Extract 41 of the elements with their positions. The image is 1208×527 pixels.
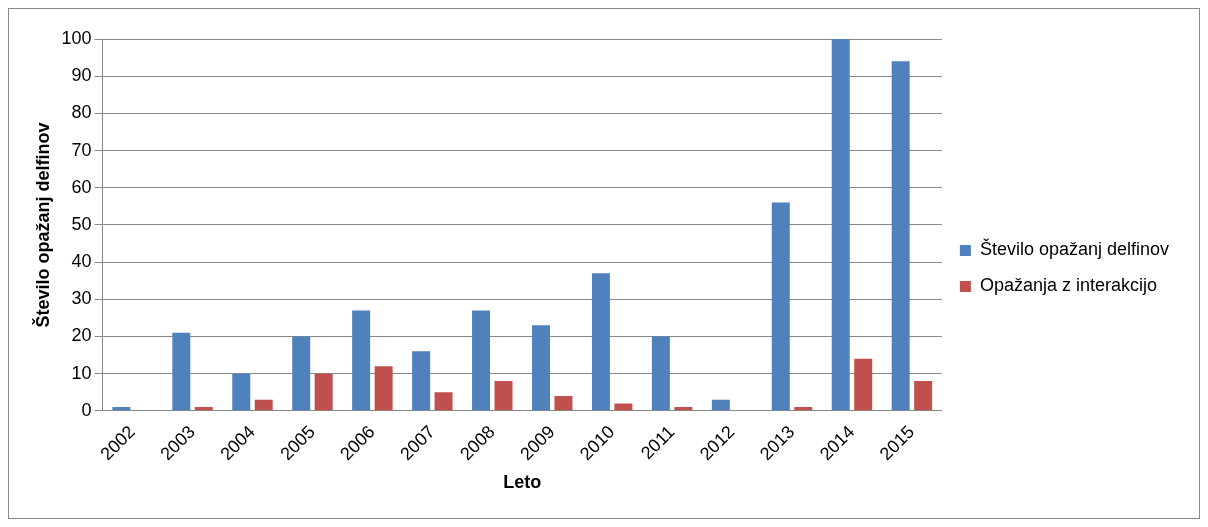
- bar: [554, 395, 573, 411]
- bar: [314, 373, 333, 411]
- legend-label: Opažanja z interakcijo: [979, 275, 1157, 296]
- bar: [771, 202, 790, 411]
- y-tick-label: 60: [71, 176, 92, 197]
- bar: [472, 310, 491, 411]
- bar: [494, 381, 513, 411]
- bar: [614, 403, 633, 411]
- bar: [352, 310, 371, 411]
- bar: [711, 399, 730, 411]
- legend-label: Število opažanj delfinov: [979, 238, 1169, 260]
- x-axis-title: Leto: [503, 472, 542, 493]
- bar: [374, 366, 393, 411]
- y-tick-label: 10: [71, 362, 92, 383]
- bar: [914, 381, 933, 411]
- bar: [591, 273, 610, 411]
- y-tick-label: 0: [81, 399, 92, 420]
- y-tick-label: 80: [71, 102, 92, 123]
- y-tick-label: 40: [71, 251, 92, 272]
- bar: [112, 407, 131, 411]
- bar: [194, 407, 213, 411]
- bar: [891, 61, 910, 411]
- bar: [254, 399, 273, 411]
- y-tick-label: 30: [71, 288, 92, 309]
- y-tick-label: 20: [71, 325, 92, 346]
- bar: [854, 358, 873, 411]
- y-tick-label: 90: [71, 65, 92, 86]
- y-axis-title: Število opažanj delfinov: [31, 122, 53, 328]
- bar: [532, 325, 550, 411]
- y-tick-label: 50: [71, 213, 92, 234]
- bar: [794, 407, 813, 411]
- bar: [674, 407, 693, 411]
- bar: [412, 351, 431, 411]
- bar: [651, 336, 670, 411]
- bar: [172, 332, 191, 411]
- y-tick-label: 70: [71, 139, 92, 160]
- bar: [232, 373, 251, 411]
- y-tick-label: 100: [61, 27, 92, 48]
- bar: [292, 336, 311, 411]
- bar: [434, 392, 453, 411]
- bar: [831, 39, 850, 411]
